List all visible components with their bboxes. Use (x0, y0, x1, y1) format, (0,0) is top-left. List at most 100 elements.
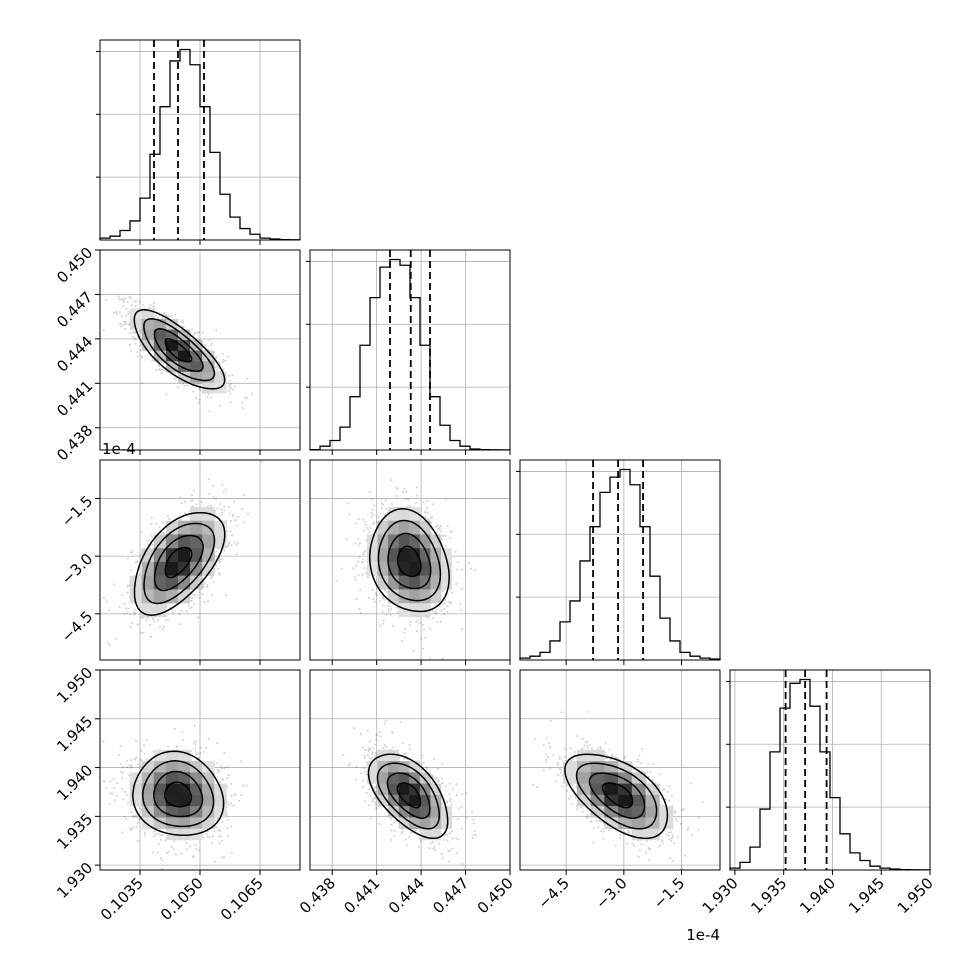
scatter-point (372, 598, 375, 601)
scatter-point (352, 567, 355, 570)
scatter-point (123, 612, 126, 615)
scatter-point (449, 529, 452, 532)
density-cell (398, 603, 410, 618)
scatter-point (193, 741, 196, 744)
scatter-point (108, 644, 111, 647)
scatter-point (218, 571, 221, 574)
scatter-point (140, 357, 143, 360)
scatter-point (215, 550, 218, 553)
scatter-point (421, 623, 424, 626)
scatter-point (212, 581, 215, 584)
scatter-point (441, 538, 444, 541)
scatter-point (134, 758, 137, 761)
scatter-point (142, 631, 145, 634)
panel-2-0: −4.5−3.0−1.5 (58, 459, 301, 665)
scatter-point (215, 365, 218, 368)
scatter-point (191, 327, 194, 330)
scatter-point (216, 768, 219, 771)
scatter-point (357, 574, 360, 577)
scatter-point (207, 737, 210, 740)
axis-frame (309, 249, 511, 451)
scatter-point (235, 553, 238, 556)
density-cell (398, 561, 410, 576)
scatter-point (364, 572, 367, 575)
scatter-point (207, 393, 210, 396)
scatter-point (409, 620, 412, 623)
scatter-point (384, 589, 387, 592)
scatter-point (432, 617, 435, 620)
scatter-point (155, 522, 158, 525)
scatter-point (194, 740, 197, 743)
scatter-point (226, 545, 229, 548)
scatter-point (368, 491, 371, 494)
scatter-point (408, 624, 411, 627)
density-cell (377, 561, 389, 576)
density-cell (165, 318, 179, 330)
scatter-point (133, 608, 136, 611)
scatter-point (192, 390, 195, 393)
scatter-point (121, 593, 124, 596)
scatter-point (118, 297, 121, 300)
scatter-point (382, 504, 385, 507)
scatter-point (84, 282, 86, 284)
scatter-point (454, 550, 457, 553)
scatter-point (152, 305, 155, 308)
scatter-point (128, 295, 131, 298)
scatter-point (426, 506, 429, 509)
scatter-point (228, 384, 231, 387)
scatter-point (382, 596, 385, 599)
scatter-point (395, 495, 398, 498)
density-cell (419, 534, 431, 549)
scatter-point (115, 311, 118, 314)
density-cell (409, 506, 421, 521)
scatter-point (129, 297, 132, 300)
scatter-point (131, 765, 134, 768)
y-tick-label: 0.447 (53, 288, 96, 331)
scatter-point (108, 803, 111, 806)
scatter-point (179, 496, 182, 499)
scatter-point (167, 618, 170, 621)
scatter-point (439, 620, 442, 623)
scatter-point (348, 513, 351, 516)
scatter-point (426, 511, 429, 514)
scatter-point (140, 749, 143, 752)
scatter-point (195, 503, 198, 506)
scatter-point (183, 384, 186, 387)
scatter-point (227, 505, 230, 508)
scatter-point (220, 513, 223, 516)
density-cell (441, 548, 452, 563)
scatter-point (138, 330, 141, 333)
scatter-point (178, 613, 181, 616)
scatter-point (152, 618, 155, 621)
scatter-point (426, 518, 429, 521)
scatter-point (467, 562, 470, 565)
scatter-point (379, 512, 382, 515)
density-cell (430, 548, 442, 563)
density-cell (202, 350, 215, 362)
scatter-point (220, 558, 223, 561)
scatter-point (180, 502, 183, 505)
scatter-point (459, 609, 462, 612)
scatter-point (182, 326, 185, 329)
scatter-point (460, 628, 463, 631)
scatter-point (237, 541, 240, 544)
scatter-point (224, 359, 227, 362)
scatter-point (197, 849, 200, 852)
scatter-point (439, 525, 442, 528)
scatter-point (150, 523, 153, 526)
scatter-point (415, 494, 418, 497)
scatter-point (130, 569, 133, 572)
scatter-point (190, 494, 193, 497)
scatter-point (235, 543, 238, 546)
scatter-point (197, 331, 200, 334)
scatter-point (214, 366, 217, 369)
scatter-point (173, 377, 176, 380)
scatter-point (372, 508, 375, 511)
scatter-point (149, 304, 152, 307)
scatter-point (191, 597, 194, 600)
scatter-point (190, 759, 193, 762)
scatter-point (174, 372, 177, 375)
scatter-point (126, 765, 129, 768)
scatter-point (190, 599, 193, 602)
scatter-point (438, 526, 441, 529)
